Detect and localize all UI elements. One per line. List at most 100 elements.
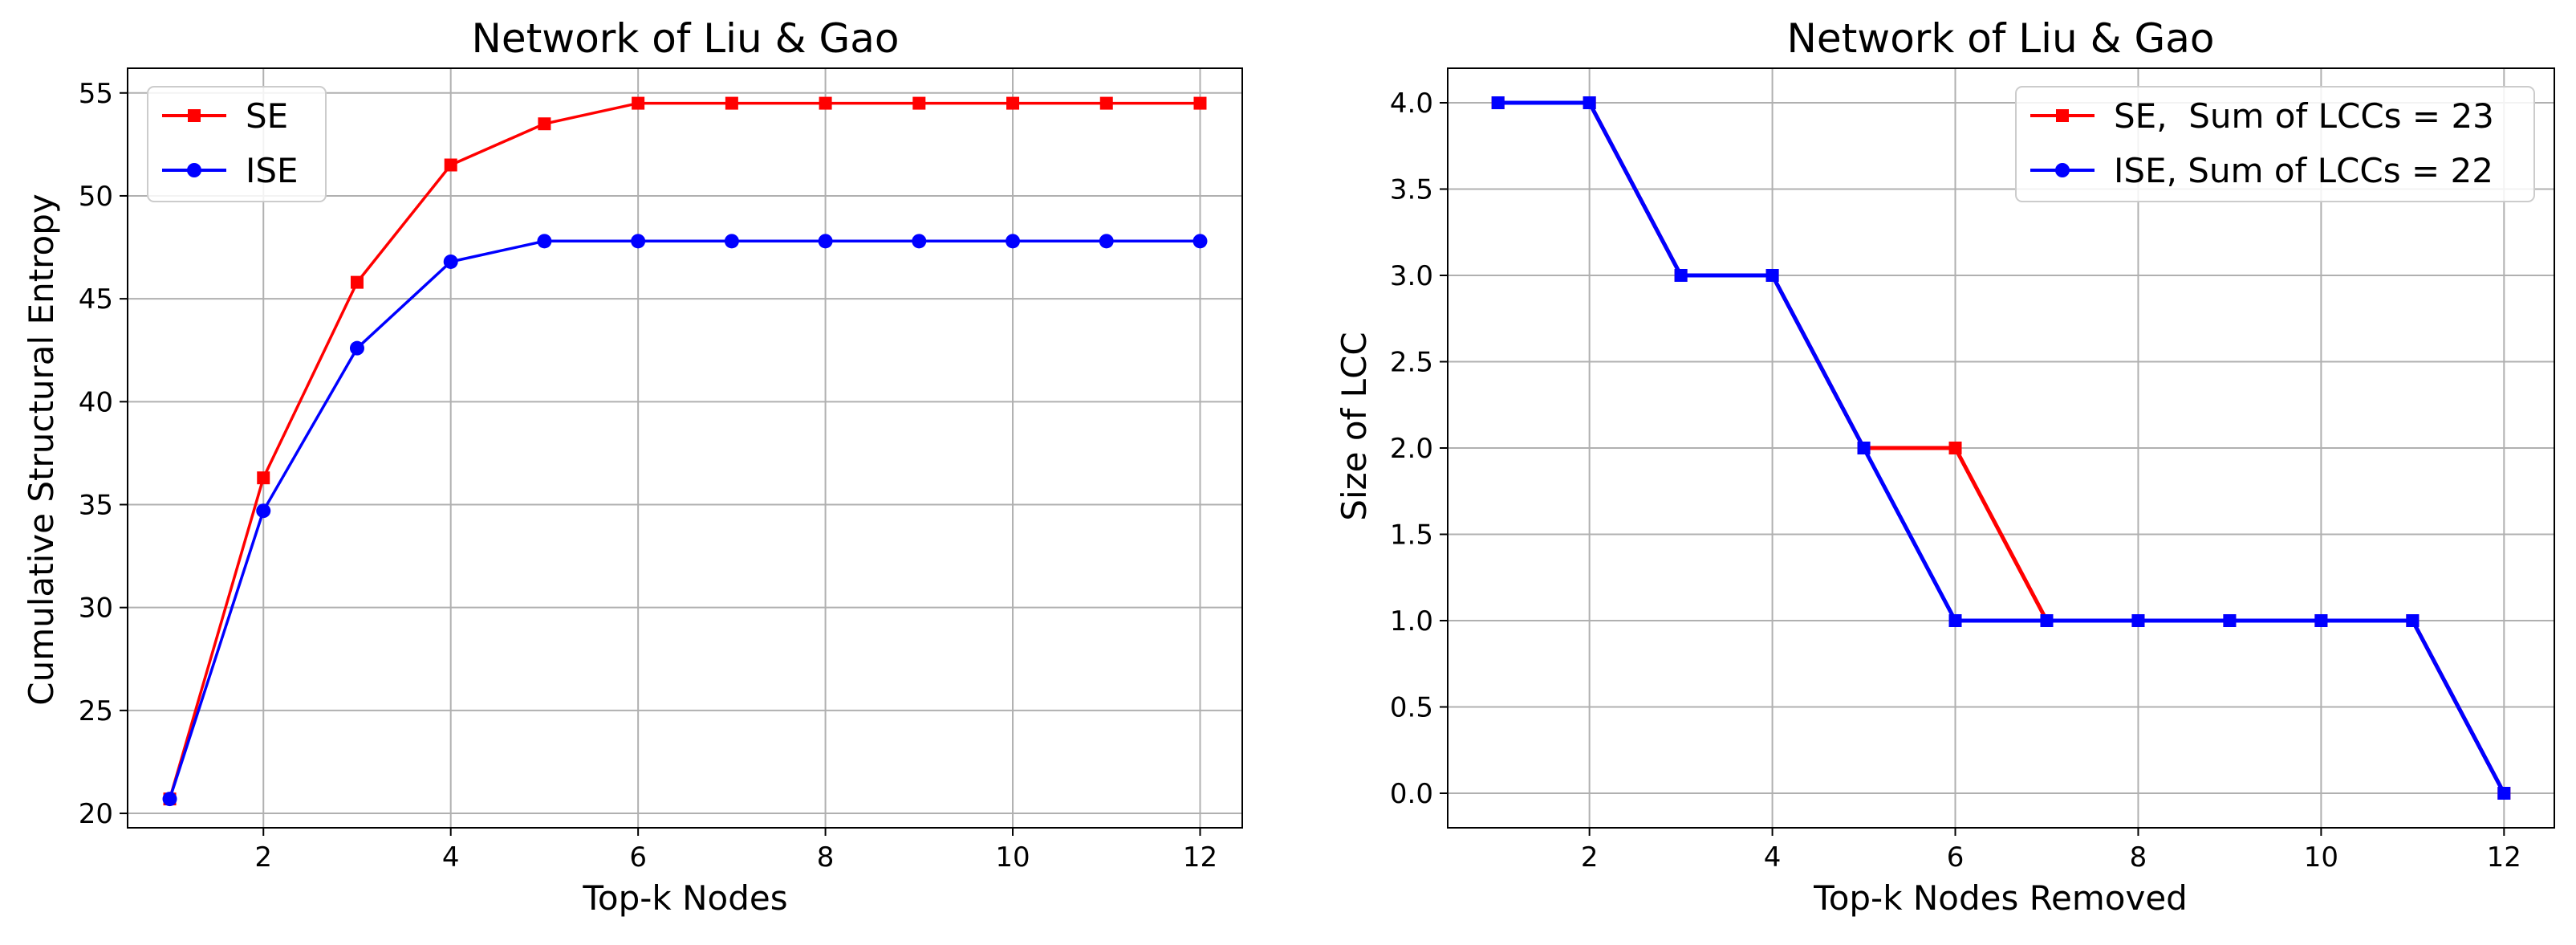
x-tick-label: 10 [995,841,1030,874]
data-point [1099,96,1113,110]
data-point [2040,614,2054,627]
y-tick-label: 3.5 [1390,174,1433,206]
legend-marker [187,163,201,177]
data-point [537,234,552,249]
data-point [2314,614,2328,627]
y-tick-label: 20 [79,798,113,830]
data-point [1491,96,1505,109]
y-tick-label: 1.5 [1390,519,1433,552]
y-tick-label: 30 [79,593,113,625]
data-point [819,96,832,110]
x-tick-label: 12 [2487,841,2521,874]
data-point [350,275,364,289]
x-tick-label: 12 [1183,841,1217,874]
y-tick-label: 25 [79,695,113,727]
x-tick-label: 8 [817,841,835,874]
chart-title: Network of Liu & Gao [1787,15,2215,62]
legend-item: SE [162,96,288,136]
y-tick-label: 1.0 [1390,605,1433,637]
series-circle-1 [162,234,1208,807]
legend-marker [2056,109,2069,122]
data-point [1674,269,1688,282]
data-point [724,234,739,249]
data-point [632,96,645,110]
data-point [1948,442,1962,454]
data-point [912,234,927,249]
x-tick-label: 4 [442,841,460,874]
x-tick-label: 6 [1947,841,1965,874]
y-tick-label: 50 [79,181,113,213]
data-point [912,96,926,110]
y-axis-label: Cumulative Structural Entropy [22,193,61,705]
x-axis-label: Top-k Nodes Removed [1813,878,2188,918]
legend-item: ISE [162,151,299,190]
legend-item: SE, Sum of LCCs = 23 [2030,96,2494,136]
series [1491,96,2511,800]
legend-label: SE, Sum of LCCs = 23 [2114,96,2494,136]
data-point [1099,234,1114,249]
chart-title: Network of Liu & Gao [472,15,900,62]
data-point [162,792,177,807]
grid [128,68,1242,828]
legend: SE, Sum of LCCs = 23 ISE, Sum of LCCs = 2… [2015,86,2535,202]
data-point [2406,614,2420,627]
x-tick-label: 4 [1764,841,1782,874]
data-point [444,158,457,172]
legend-label: ISE [246,151,299,190]
data-point [1193,234,1208,249]
plot-frame [127,67,1243,829]
right-chart: Network of Liu & Gao Top-k Nodes Removed… [1335,15,2555,918]
legend-box [2015,86,2535,202]
y-tick-label: 0.0 [1390,778,1433,810]
x-tick-label: 10 [2304,841,2338,874]
y-tick-label: 35 [79,490,113,522]
left-chart: Network of Liu & Gao Top-k Nodes Cumulat… [22,15,1243,918]
data-point [1948,614,1962,627]
data-point [349,340,364,356]
data-point [631,234,646,249]
ticks: 2 4 6 8 10 12 20 25 30 35 40 45 50 55 [79,78,1217,874]
x-tick-label: 2 [254,841,272,874]
legend: SE ISE [147,86,327,202]
x-axis-label: Top-k Nodes [582,878,787,918]
data-point [2131,614,2145,627]
series-line [168,101,1201,800]
series-square-0 [163,96,1207,806]
data-point [1006,234,1021,249]
y-tick-label: 40 [79,386,113,418]
series-circle-1 [1491,96,2511,800]
y-tick-label: 45 [79,283,113,316]
data-point [725,96,738,110]
data-point [1857,442,1871,454]
legend-marker [2055,163,2070,177]
data-point [1193,96,1207,110]
x-tick-label: 6 [629,841,647,874]
series [162,96,1208,807]
x-tick-label: 8 [2130,841,2147,874]
x-tick-label: 2 [1581,841,1599,874]
y-tick-label: 2.0 [1390,433,1433,465]
y-tick-label: 55 [79,78,113,110]
data-point [2497,787,2511,800]
y-tick-label: 0.5 [1390,692,1433,724]
data-point [1765,269,1779,282]
data-point [443,254,458,269]
series-line [1497,100,2506,795]
ticks: 2 4 6 8 10 12 0.0 0.5 1.0 1.5 2.0 2.5 3.0 3.5 4.0 [1390,88,2521,874]
legend-marker [188,109,201,122]
series-line [168,239,1201,800]
data-point [1006,96,1020,110]
data-point [2223,614,2237,627]
data-point [538,117,551,131]
data-point [256,503,271,519]
plot-frame [1447,67,2555,829]
data-point [257,471,270,485]
data-point [1583,96,1596,109]
y-tick-label: 2.5 [1390,347,1433,379]
data-point [818,234,833,249]
y-tick-label: 4.0 [1390,88,1433,120]
legend-label: ISE, Sum of LCCs = 22 [2114,151,2493,190]
legend-item: ISE, Sum of LCCs = 22 [2030,151,2493,190]
